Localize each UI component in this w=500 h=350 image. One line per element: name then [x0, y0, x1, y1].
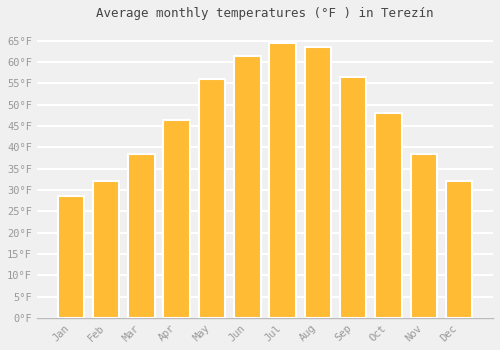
Bar: [234, 56, 260, 318]
Bar: [93, 182, 120, 318]
Bar: [198, 79, 225, 318]
Bar: [375, 113, 402, 318]
Bar: [304, 47, 331, 318]
Bar: [58, 196, 84, 318]
Bar: [410, 154, 437, 318]
Bar: [446, 182, 472, 318]
Bar: [128, 154, 154, 318]
Bar: [270, 43, 296, 318]
Bar: [340, 77, 366, 318]
Title: Average monthly temperatures (°F ) in Terezín: Average monthly temperatures (°F ) in Te…: [96, 7, 434, 20]
Bar: [164, 120, 190, 318]
